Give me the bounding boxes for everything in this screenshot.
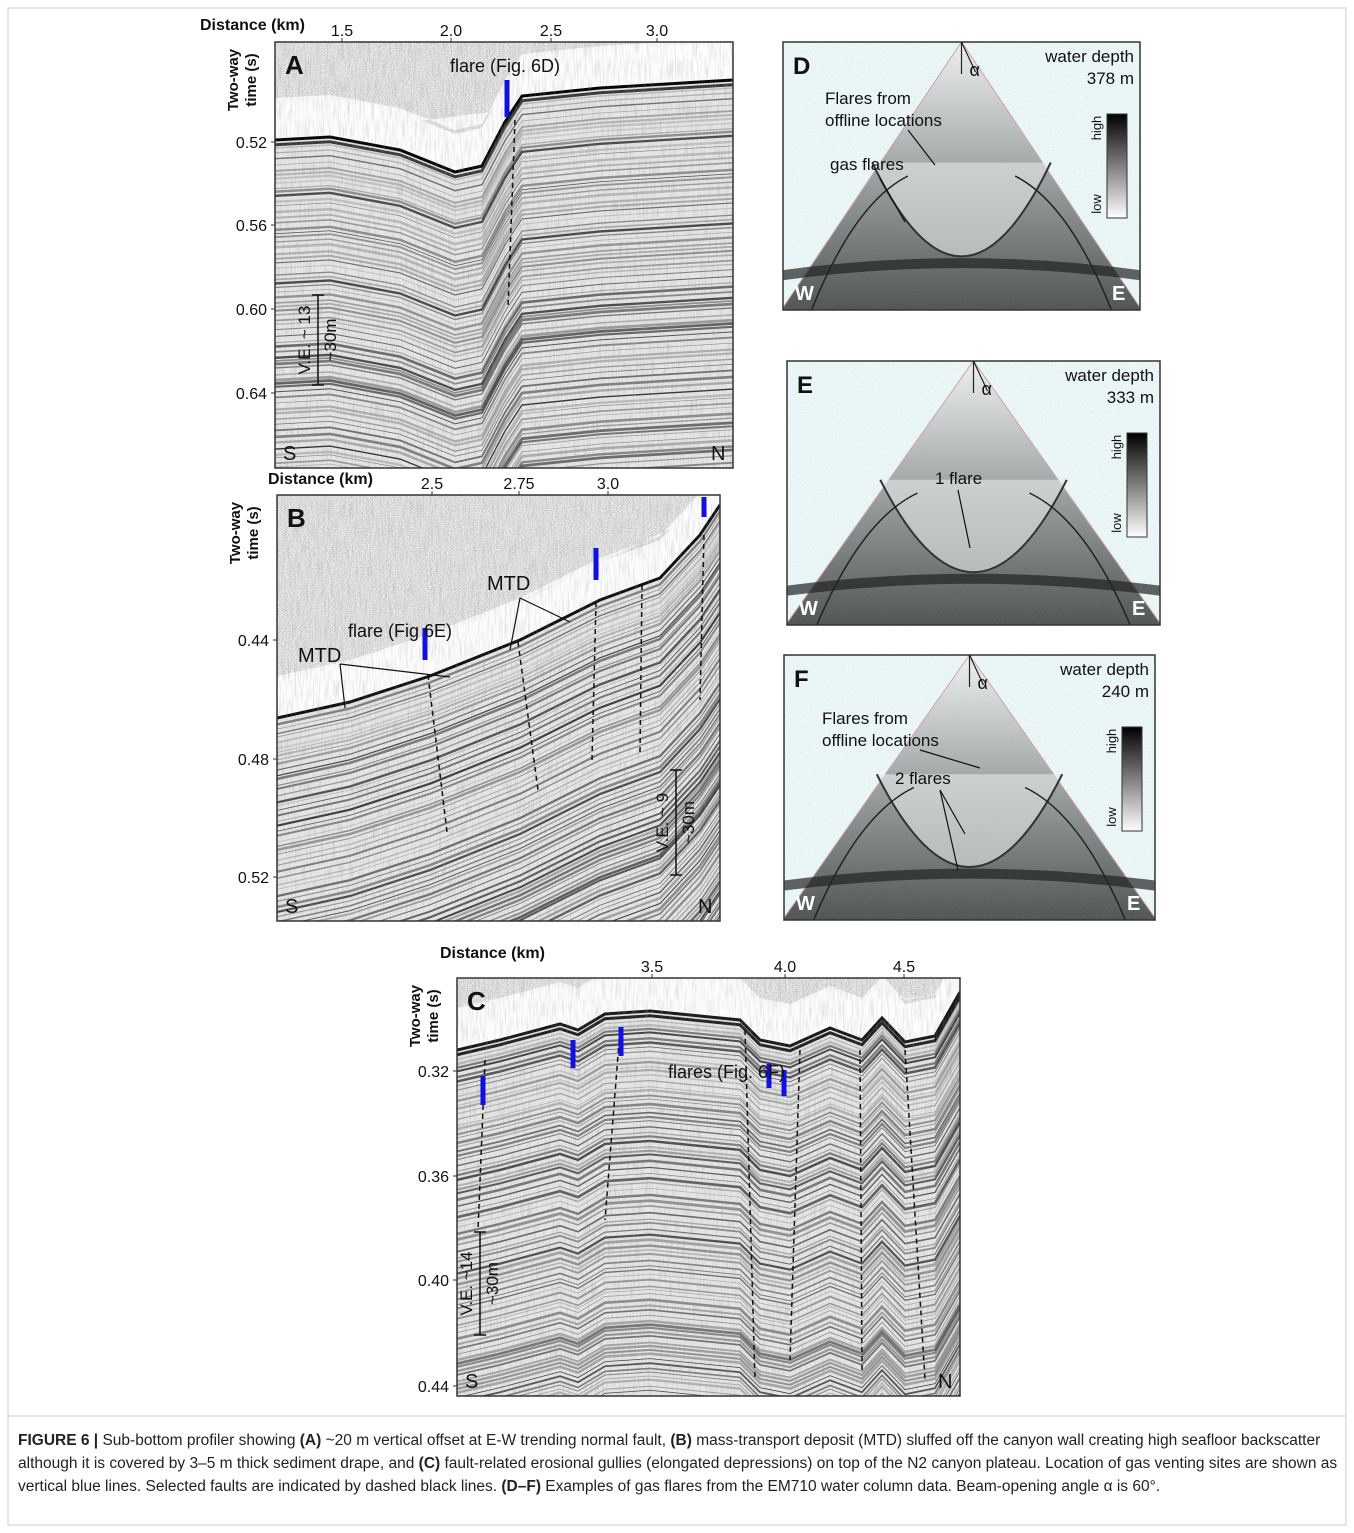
direction-label: S (285, 896, 298, 918)
scale-label: V.E. ~ 13 (295, 306, 314, 375)
sediment-noise (277, 495, 720, 921)
scale-label: ~30m (483, 1262, 502, 1305)
annotation: offline locations (822, 731, 939, 750)
direction-label: N (938, 1371, 952, 1393)
direction-label: N (711, 443, 725, 465)
sediment-noise (457, 978, 960, 1396)
annotation: MTD (487, 573, 530, 595)
y-tick-label: 0.60 (236, 302, 267, 319)
caption: FIGURE 6 | Sub-bottom profiler showing (… (18, 1429, 1338, 1498)
panel-letter: A (285, 50, 304, 80)
x-tick-label: 4.0 (774, 959, 796, 976)
colorbar (1127, 433, 1147, 537)
annotation: Flares from (825, 89, 911, 108)
direction-label: W (799, 598, 818, 620)
depth-label: water depth (1044, 47, 1134, 66)
colorbar (1107, 114, 1127, 218)
y-tick-label: 0.44 (238, 633, 269, 650)
direction-label: E (1132, 598, 1145, 620)
x-axis-label: Distance (km) (440, 945, 545, 962)
y-tick-label: 0.64 (236, 386, 267, 403)
annotation: flare (Fig. 6D) (450, 56, 560, 76)
y-axis-label: time (s) (425, 989, 442, 1042)
scale-label: V.E. ~ 9 (653, 793, 672, 852)
y-tick-label: 0.44 (418, 1379, 449, 1396)
y-tick-label: 0.48 (238, 752, 269, 769)
y-axis-label: time (s) (243, 53, 260, 106)
y-tick-label: 0.36 (418, 1169, 449, 1186)
colorbar-label: low (1104, 807, 1119, 827)
x-tick-label: 1.5 (331, 23, 353, 40)
y-axis-label: Two-way (225, 48, 242, 111)
annotation: offline locations (825, 111, 942, 130)
scale-label: V.E. ~14 (457, 1251, 476, 1315)
panel-letter: F (794, 666, 809, 693)
caption-label: FIGURE 6 | (18, 1432, 98, 1449)
colorbar-label: low (1109, 513, 1124, 533)
direction-label: W (796, 893, 815, 915)
annotation: flare (Fig 6E) (348, 621, 452, 641)
scale-label: ~30m (679, 801, 698, 844)
angle-label: α (978, 673, 988, 693)
direction-label: N (698, 896, 712, 918)
x-tick-label: 3.0 (646, 23, 668, 40)
caption-text: ~20 m vertical offset at E-W trending no… (326, 1432, 666, 1449)
annotation: 1 flare (935, 469, 982, 488)
colorbar-label: high (1104, 729, 1119, 754)
panel-letter: E (797, 372, 813, 399)
direction-label: S (465, 1371, 478, 1393)
scale-label: ~30m (321, 319, 340, 362)
page: {"panels":[ {"letter":"A","x_label":"Dis… (0, 0, 1354, 1533)
y-tick-label: 0.56 (236, 218, 267, 235)
colorbar-label: high (1109, 435, 1124, 460)
caption-ref: (D–F) (501, 1478, 541, 1495)
x-tick-label: 2.5 (421, 476, 443, 493)
direction-label: E (1127, 893, 1140, 915)
direction-label: W (795, 283, 814, 305)
x-tick-label: 2.0 (440, 23, 462, 40)
x-tick-label: 2.75 (503, 476, 534, 493)
x-tick-label: 3.0 (597, 476, 619, 493)
y-tick-label: 0.52 (236, 135, 267, 152)
caption-ref: (A) (300, 1432, 322, 1449)
y-axis-label: Two-way (407, 984, 424, 1047)
annotation: gas flares (830, 155, 904, 174)
colorbar-label: high (1089, 116, 1104, 141)
y-tick-label: 0.40 (418, 1273, 449, 1290)
direction-label: E (1112, 283, 1125, 305)
y-axis-label: Two-way (227, 501, 244, 564)
depth-label: water depth (1059, 660, 1149, 679)
annotation: MTD (298, 645, 341, 667)
x-tick-label: 3.5 (641, 959, 663, 976)
x-tick-label: 2.5 (540, 23, 562, 40)
depth-value: 240 m (1102, 682, 1149, 701)
y-axis-label: time (s) (245, 506, 262, 559)
caption-text: Examples of gas flares from the EM710 wa… (545, 1478, 1160, 1495)
depth-value: 333 m (1107, 388, 1154, 407)
annotation: flares (Fig. 6F) (668, 1062, 785, 1082)
figure: A S N Distance (km) 1.5 2.0 2.5 3.0 0.52 0.56 0.60… (0, 0, 1354, 1533)
depth-value: 378 m (1087, 69, 1134, 88)
profile (457, 950, 960, 1465)
depth-label: water depth (1064, 366, 1154, 385)
panel-letter: D (793, 53, 810, 80)
caption-ref: (B) (670, 1432, 692, 1449)
caption-ref: (C) (419, 1455, 441, 1472)
panel-letter: C (467, 986, 486, 1016)
panel-letter: B (287, 503, 306, 533)
direction-label: S (283, 443, 296, 465)
angle-label: α (970, 60, 980, 80)
annotation: Flares from (822, 709, 908, 728)
sediment-noise (275, 42, 733, 468)
x-tick-label: 4.5 (893, 959, 915, 976)
y-tick-label: 0.52 (238, 870, 269, 887)
annotation: 2 flares (895, 769, 951, 788)
y-tick-label: 0.32 (418, 1064, 449, 1081)
colorbar-label: low (1089, 194, 1104, 214)
angle-label: α (982, 379, 992, 399)
x-axis-label: Distance (km) (268, 471, 373, 488)
colorbar (1122, 727, 1142, 831)
caption-text: Sub-bottom profiler showing (102, 1432, 295, 1449)
x-axis-label: Distance (km) (200, 17, 305, 34)
